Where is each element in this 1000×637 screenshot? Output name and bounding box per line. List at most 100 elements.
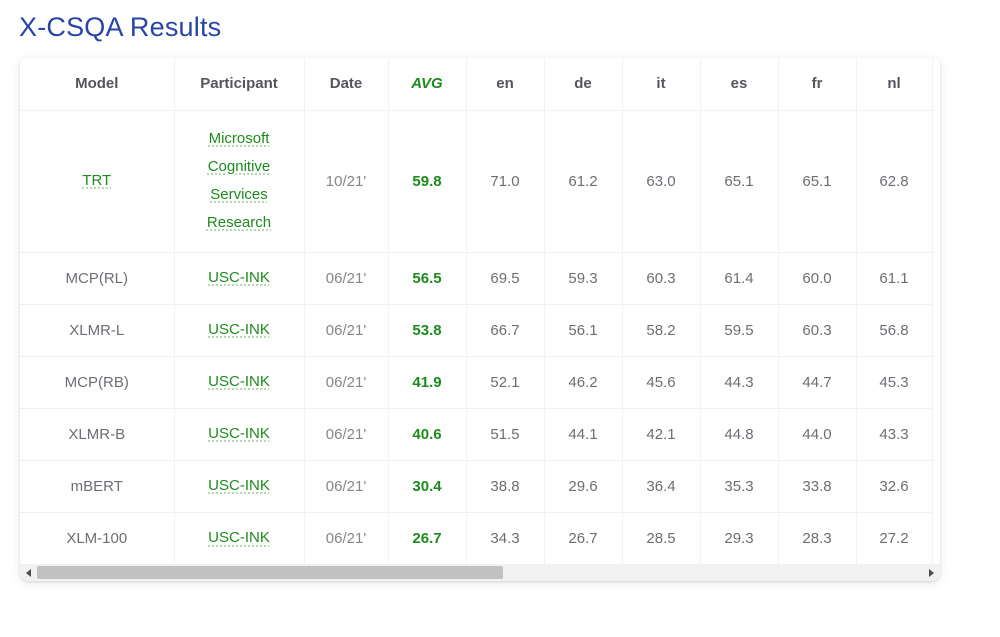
participant-cell: USC-INK (174, 252, 305, 305)
model-link[interactable]: TRT (82, 172, 112, 189)
avg-score-cell: 53.8 (388, 304, 467, 357)
column-header-model: Model (20, 58, 175, 111)
score-cell: 61.4 (700, 252, 779, 305)
table-row: MCP(RB) USC-INK 06/21' 41.9 52.1 46.2 45.6 44.3… (20, 356, 933, 409)
model-cell: XLMR-L (20, 304, 175, 357)
score-cell: 44.8 (700, 408, 779, 461)
score-cell: 29.3 (700, 512, 779, 564)
score-cell: 44.1 (544, 408, 623, 461)
table-scroll-area[interactable]: Model Participant Date AVG en de it es fr nl TRT M… (20, 58, 940, 564)
avg-score-cell: 26.7 (388, 512, 467, 564)
score-cell: 34.3 (466, 512, 545, 564)
table-row: XLM-100 USC-INK 06/21' 26.7 34.3 26.7 28.5 29.3… (20, 512, 933, 564)
score-cell: 28.5 (622, 512, 701, 564)
model-label: XLMR-B (68, 425, 126, 443)
score-cell: 45.3 (856, 356, 933, 409)
score-cell: 27.2 (856, 512, 933, 564)
column-header-participant: Participant (174, 58, 305, 111)
score-cell: 59.3 (544, 252, 623, 305)
model-cell: TRT (20, 110, 175, 253)
arrow-right-icon (929, 568, 934, 577)
score-cell: 56.1 (544, 304, 623, 357)
score-cell: 59.5 (700, 304, 779, 357)
scrollbar-right-arrow-button[interactable] (923, 564, 940, 581)
avg-score-cell: 59.8 (388, 110, 467, 253)
model-label: XLM-100 (66, 529, 128, 547)
column-header-de: de (544, 58, 623, 111)
date-cell: 06/21' (304, 408, 389, 461)
column-header-date: Date (304, 58, 389, 111)
score-cell: 65.1 (778, 110, 857, 253)
score-cell: 65.1 (700, 110, 779, 253)
participant-link[interactable]: USC-INK (208, 269, 270, 286)
date-cell: 06/21' (304, 252, 389, 305)
participant-cell: Microsoft Cognitive Services Research (174, 110, 305, 253)
date-cell: 06/21' (304, 512, 389, 564)
score-cell: 28.3 (778, 512, 857, 564)
participant-link[interactable]: USC-INK (208, 373, 270, 390)
participant-link[interactable]: USC-INK (208, 529, 270, 547)
score-cell: 44.3 (700, 356, 779, 409)
avg-score-cell: 30.4 (388, 460, 467, 513)
score-cell: 61.1 (856, 252, 933, 305)
horizontal-scrollbar[interactable] (20, 564, 940, 581)
score-cell: 44.7 (778, 356, 857, 409)
date-cell: 06/21' (304, 304, 389, 357)
participant-link[interactable]: Microsoft Cognitive Services Research (206, 130, 272, 231)
column-header-nl: nl (856, 58, 933, 111)
score-cell: 26.7 (544, 512, 623, 564)
score-cell: 71.0 (466, 110, 545, 253)
table-header-row: Model Participant Date AVG en de it es fr nl (20, 58, 933, 111)
participant-cell: USC-INK (174, 304, 305, 357)
column-header-es: es (700, 58, 779, 111)
model-cell: XLMR-B (20, 408, 175, 461)
score-cell: 43.3 (856, 408, 933, 461)
score-cell: 61.2 (544, 110, 623, 253)
avg-score-cell: 56.5 (388, 252, 467, 305)
score-cell: 66.7 (466, 304, 545, 357)
score-cell: 56.8 (856, 304, 933, 357)
participant-cell: USC-INK (174, 408, 305, 461)
participant-cell: USC-INK (174, 460, 305, 513)
model-label: MCP(RB) (64, 373, 129, 391)
page-title: X-CSQA Results (19, 12, 222, 42)
participant-cell: USC-INK (174, 356, 305, 409)
score-cell: 63.0 (622, 110, 701, 253)
score-cell: 35.3 (700, 460, 779, 513)
date-cell: 10/21' (304, 110, 389, 253)
column-header-it: it (622, 58, 701, 111)
model-cell: MCP(RB) (20, 356, 175, 409)
model-cell: XLM-100 (20, 512, 175, 564)
date-cell: 06/21' (304, 460, 389, 513)
score-cell: 46.2 (544, 356, 623, 409)
model-cell: mBERT (20, 460, 175, 513)
table-row: TRT Microsoft Cognitive Services Research… (20, 110, 933, 253)
score-cell: 60.3 (622, 252, 701, 305)
scrollbar-left-arrow-button[interactable] (20, 564, 37, 581)
scrollbar-thumb[interactable] (37, 566, 503, 579)
score-cell: 60.0 (778, 252, 857, 305)
score-cell: 62.8 (856, 110, 933, 253)
score-cell: 69.5 (466, 252, 545, 305)
score-cell: 32.6 (856, 460, 933, 513)
table-row: XLMR-L USC-INK 06/21' 53.8 66.7 56.1 58.2 59.5 6… (20, 304, 933, 357)
table-row: mBERT USC-INK 06/21' 30.4 38.8 29.6 36.4 35.3 33… (20, 460, 933, 513)
score-cell: 42.1 (622, 408, 701, 461)
participant-link[interactable]: USC-INK (208, 477, 270, 494)
table-row: MCP(RL) USC-INK 06/21' 56.5 69.5 59.3 60.3 61.4… (20, 252, 933, 305)
model-label: MCP(RL) (65, 269, 129, 287)
arrow-left-icon (26, 568, 31, 577)
model-label: mBERT (70, 477, 123, 495)
avg-score-cell: 41.9 (388, 356, 467, 409)
results-table-card: Model Participant Date AVG en de it es fr nl TRT M… (20, 58, 940, 581)
score-cell: 36.4 (622, 460, 701, 513)
date-cell: 06/21' (304, 356, 389, 409)
score-cell: 29.6 (544, 460, 623, 513)
score-cell: 45.6 (622, 356, 701, 409)
column-header-en: en (466, 58, 545, 111)
model-label: XLMR-L (69, 321, 125, 339)
participant-link[interactable]: USC-INK (208, 321, 270, 338)
score-cell: 33.8 (778, 460, 857, 513)
score-cell: 38.8 (466, 460, 545, 513)
participant-link[interactable]: USC-INK (208, 425, 270, 442)
